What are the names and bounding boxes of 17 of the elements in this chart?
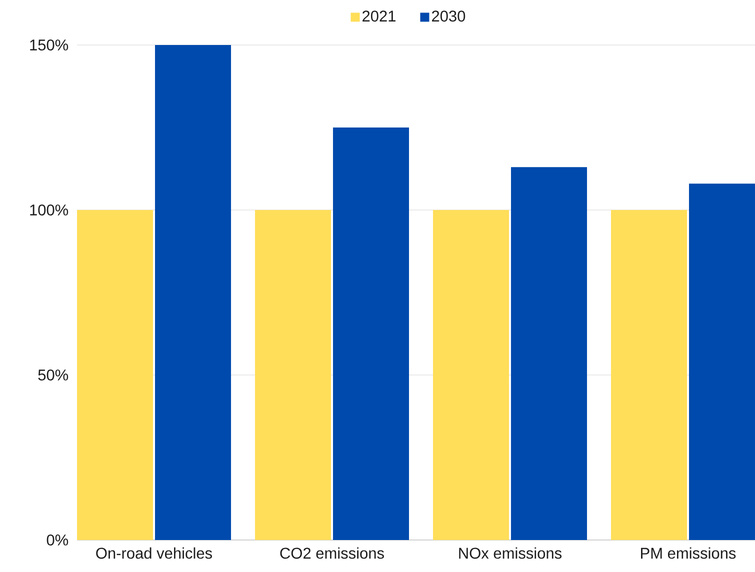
x-tick-label: PM emissions — [641, 547, 736, 559]
bar — [611, 210, 687, 540]
x-tick-label: On-road vehicles — [96, 547, 212, 559]
bar — [333, 127, 410, 540]
x-tick-label: NOx emissions — [459, 547, 562, 559]
bar — [155, 44, 232, 540]
y-tick-label: 0% — [46, 534, 68, 546]
y-tick-label: 50% — [38, 370, 68, 380]
x-tick-label: CO2 emissions — [280, 547, 384, 559]
bar — [255, 210, 332, 540]
bar — [511, 167, 587, 540]
bar — [77, 210, 154, 540]
y-tick-label: 150% — [30, 40, 68, 50]
legend-label: 2021 — [362, 10, 396, 22]
bar — [433, 210, 510, 540]
legend-label: 2030 — [432, 10, 466, 22]
y-tick-label: 100% — [30, 204, 68, 216]
